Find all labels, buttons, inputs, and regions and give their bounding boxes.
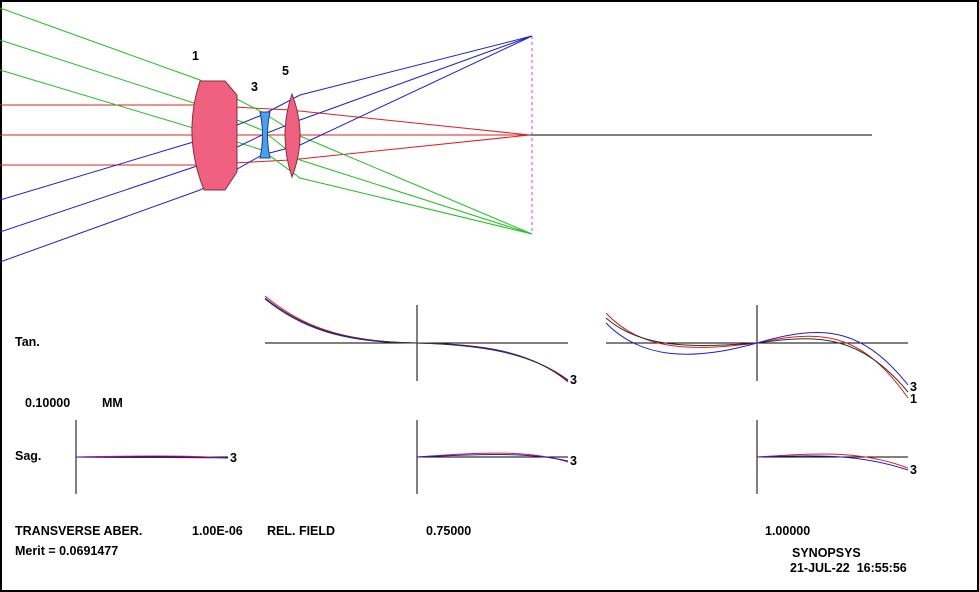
timestamp: 21-JUL-22 16:55:56 <box>790 561 907 575</box>
curve-label: 3 <box>230 451 237 465</box>
lens <box>284 92 301 179</box>
lens-label: 3 <box>251 80 258 94</box>
curve-label: 1 <box>910 392 917 406</box>
lens <box>259 111 271 159</box>
lens-label: 5 <box>282 64 289 78</box>
sag-label: Sag. <box>15 449 41 463</box>
tan-label: Tan. <box>15 335 40 349</box>
wavelength: 1.00E-06 <box>192 524 243 538</box>
footer-title: TRANSVERSE ABER. <box>15 524 142 538</box>
program: SYNOPSYS <box>792 546 861 560</box>
merit: Merit = 0.0691477 <box>15 544 118 558</box>
lens <box>191 80 238 191</box>
lens-label: 1 <box>192 49 199 63</box>
curve-label: 3 <box>570 373 577 387</box>
curve-label: 3 <box>910 463 917 477</box>
field-value: 0.75000 <box>426 524 471 538</box>
aberration-curves <box>75 295 909 471</box>
curve-label: 3 <box>910 380 917 394</box>
curve-label: 3 <box>570 454 577 468</box>
scale-unit: MM <box>102 396 123 410</box>
scale: 0.10000 <box>25 396 70 410</box>
field-value: 1.00000 <box>765 524 810 538</box>
field-label: REL. FIELD <box>267 524 335 538</box>
